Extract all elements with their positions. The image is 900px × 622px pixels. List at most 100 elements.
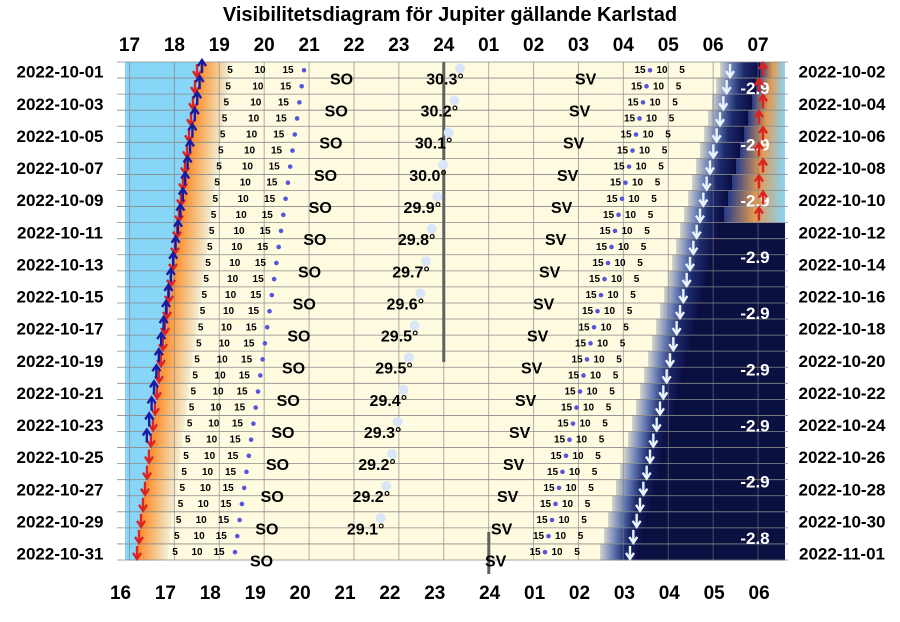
altitude-mark-morning: 5: [634, 274, 640, 285]
jupiter-set-arrow: [718, 96, 729, 112]
altitude-mark-morning: 5: [616, 354, 622, 365]
altitude-dot: [577, 389, 583, 394]
altitude-mark-evening: 5: [203, 274, 209, 285]
morning-twilight-band: [696, 158, 736, 175]
altitude-mark-morning: 5: [627, 306, 633, 317]
jupiter-set-arrow: [641, 465, 652, 481]
daylight-band: [125, 206, 182, 224]
jupiter-set-arrow: [631, 513, 642, 530]
morning-twilight-band: [704, 126, 744, 143]
altitude-mark-evening: 15: [271, 146, 283, 157]
left-date-label: 2022-10-07: [17, 159, 104, 178]
left-date-label: 2022-10-25: [17, 448, 104, 467]
direction-label-so: SO: [293, 296, 316, 313]
altitude-mark-evening: 5: [205, 258, 211, 269]
plot-area: 5 10 15 15 10 5 5 10 15 15 10 5 5 10 15 15 10 5 5 10 15 15 10 5…: [117, 57, 788, 574]
right-date-label: 2022-10-02: [799, 63, 886, 82]
altitude-dot: [637, 116, 642, 121]
daylight-band: [125, 479, 147, 497]
arrow-head: [148, 423, 158, 433]
arrow-head: [151, 363, 162, 372]
arrow-head: [168, 263, 178, 272]
arrow-head: [160, 327, 170, 337]
altitude-mark-evening: 5: [202, 290, 208, 301]
altitude-mark-evening: 10: [202, 467, 214, 478]
arrow-head: [162, 311, 172, 321]
left-date-label: 2022-10-01: [17, 63, 104, 82]
night-band: [207, 238, 676, 256]
altitude-mark-evening: 15: [230, 435, 242, 446]
altitude-mark-morning: 5: [669, 113, 675, 124]
right-date-label: 2022-10-04: [799, 95, 887, 114]
sunrise-arrow: [758, 92, 768, 109]
right-date-label: 2022-10-26: [799, 448, 886, 467]
altitude-dot: [299, 84, 305, 89]
arrow-head: [136, 520, 146, 530]
altitude-mark-morning: 10: [551, 547, 563, 558]
sunrise-arrow: [754, 173, 764, 189]
arrow-head: [698, 198, 709, 208]
arrow-head: [758, 125, 768, 134]
daylight-band: [125, 158, 188, 175]
altitude-mark-morning: 10: [656, 65, 668, 76]
altitude-dot: [609, 244, 614, 250]
arrow-head: [180, 170, 191, 180]
arrow-head: [146, 395, 157, 405]
morning-twilight-band: [600, 543, 640, 561]
altitude-mark-morning: 5: [595, 451, 601, 462]
altitude-mark-morning: 5: [665, 130, 671, 141]
arrow-head: [695, 214, 705, 224]
culmination-dot: [443, 127, 454, 138]
top-hour-label: 07: [747, 35, 768, 56]
altitude-dot: [292, 132, 298, 137]
altitude-dot: [647, 67, 653, 73]
altitude-mark-morning: 15: [624, 113, 636, 124]
magnitude-label: -2.9: [740, 304, 769, 323]
jupiter-rise-arrow: [142, 465, 152, 481]
altitude-mark-evening: 15: [243, 338, 255, 349]
left-date-label: 2022-10-17: [17, 320, 104, 339]
bottom-hour-label: 22: [379, 583, 400, 604]
direction-label-so: SO: [282, 361, 305, 378]
altitude-mark-evening: 10: [229, 258, 241, 269]
altitude-mark-morning: 15: [540, 499, 552, 510]
daylight-band: [125, 78, 198, 95]
altitude-mark-morning: 15: [631, 81, 643, 92]
magnitude-label: -2.9: [740, 135, 769, 154]
altitude-mark-evening: 5: [213, 194, 219, 205]
altitude-mark-evening: 15: [264, 194, 276, 205]
arrow-head: [725, 70, 735, 80]
night-band: [225, 94, 712, 111]
altitude-dot: [258, 373, 263, 378]
magnitude-label: -2.9: [740, 473, 769, 492]
altitude-mark-morning: 10: [569, 467, 581, 478]
direction-label-sv: SV: [497, 489, 519, 506]
altitude-mark-morning: 10: [614, 258, 626, 269]
sunset-arrow: [158, 314, 169, 331]
altitude-mark-morning: 15: [536, 515, 548, 526]
night-band: [217, 158, 696, 175]
left-date-label: 2022-10-15: [17, 288, 104, 307]
sunset-arrow: [175, 202, 186, 218]
magnitude-label: -2.9: [740, 79, 769, 98]
magnitude-label: -2.9: [740, 360, 769, 379]
altitude-mark-morning: 5: [606, 403, 612, 414]
top-hour-label: 05: [658, 35, 680, 56]
max-altitude-label: 29.4°: [370, 393, 408, 410]
magnitude-label: -2.9: [740, 416, 769, 435]
altitude-mark-evening: 15: [276, 113, 288, 124]
morning-twilight-band: [636, 399, 676, 416]
direction-label-sv: SV: [527, 329, 549, 346]
altitude-dot: [244, 469, 249, 475]
altitude-mark-morning: 5: [651, 194, 657, 205]
chart-title: Visibilitetsdiagram för Jupiter gällande…: [223, 4, 677, 26]
sunset-arrow: [146, 395, 157, 411]
daylight-band: [125, 190, 184, 208]
altitude-mark-morning: 5: [585, 499, 591, 510]
altitude-mark-morning: 10: [600, 322, 612, 333]
altitude-mark-morning: 15: [568, 370, 580, 381]
dark-sky-band: [720, 222, 785, 240]
altitude-mark-evening: 5: [187, 419, 193, 430]
altitude-dot: [267, 308, 272, 314]
